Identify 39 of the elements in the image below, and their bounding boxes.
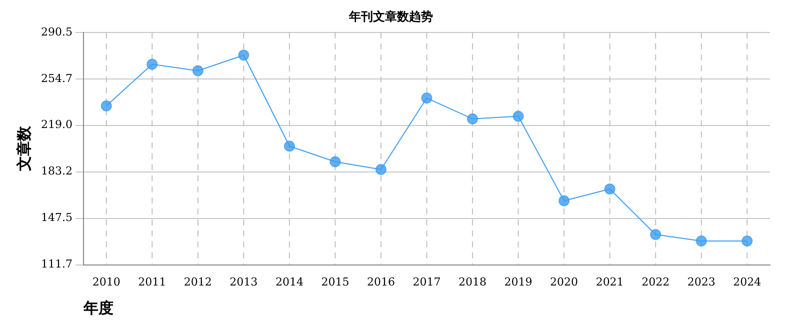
chart-title: 年刊文章数趋势 xyxy=(348,9,433,24)
x-tick-label: 2023 xyxy=(687,275,716,288)
x-tick-label: 2018 xyxy=(458,275,487,288)
x-tick-label: 2014 xyxy=(275,275,304,288)
x-tick-label: 2012 xyxy=(184,275,212,288)
point xyxy=(467,113,478,124)
x-tick-label: 2020 xyxy=(550,275,578,288)
point xyxy=(558,195,570,206)
x-tick-label: 2021 xyxy=(596,275,624,288)
x-axis-title: 年度 xyxy=(82,298,114,317)
point xyxy=(330,156,341,168)
point xyxy=(146,58,158,70)
y-tick-label: 111.7 xyxy=(40,258,72,271)
point xyxy=(650,229,662,240)
x-tick-label: 2010 xyxy=(92,275,120,288)
point xyxy=(284,140,295,152)
x-tick-label: 2017 xyxy=(412,275,441,288)
point xyxy=(100,100,112,112)
point xyxy=(192,65,204,76)
point xyxy=(421,92,432,104)
x-tick-label: 2019 xyxy=(504,275,532,288)
y-tick-label: 254.7 xyxy=(40,72,72,85)
x-tick-label: 2016 xyxy=(366,275,395,288)
point xyxy=(742,236,753,247)
point xyxy=(604,184,616,195)
point xyxy=(512,110,524,122)
x-tick-label: 2013 xyxy=(230,275,258,288)
y-tick-label: 183.2 xyxy=(40,164,72,178)
x-tick-label: 2011 xyxy=(138,275,166,288)
x-tick-label: 2022 xyxy=(642,275,670,288)
point xyxy=(238,50,250,61)
x-tick-label: 2015 xyxy=(321,275,350,288)
point xyxy=(696,236,707,247)
x-tick-label: 2024 xyxy=(733,275,762,288)
point xyxy=(375,164,386,176)
y-axis-title: 文章数 xyxy=(14,125,33,172)
y-tick-label: 290.5 xyxy=(40,25,72,38)
y-tick-label: 147.5 xyxy=(40,211,72,224)
y-tick-label: 219.0 xyxy=(40,118,72,132)
